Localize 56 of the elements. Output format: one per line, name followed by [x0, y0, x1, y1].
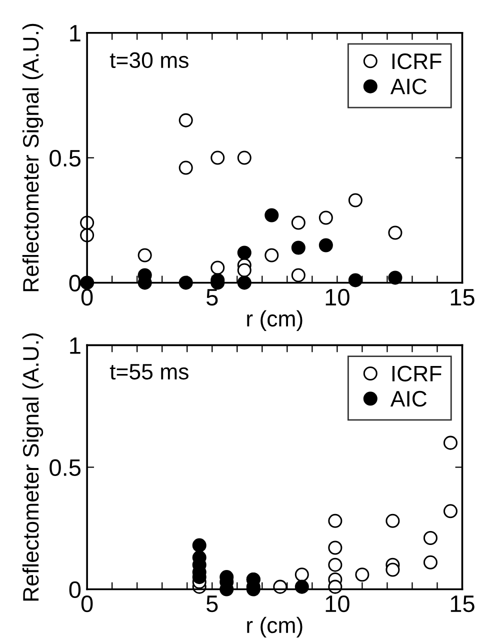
annotation: t=30 ms	[110, 52, 188, 68]
y-tick-label: 0.5	[50, 150, 81, 167]
legend-label: ICRF	[392, 53, 442, 70]
annotation: t=55 ms	[110, 364, 188, 380]
point	[237, 150, 252, 165]
point	[210, 260, 225, 275]
y-tick-label: 0.5	[50, 459, 81, 476]
y-tick-label: 0	[69, 274, 81, 292]
point	[443, 504, 458, 518]
legend-label: ICRF	[392, 366, 442, 382]
point	[291, 268, 306, 282]
x-tick-label: 10	[326, 288, 350, 306]
y-tick-label: 0	[69, 581, 81, 598]
legend-label: AIC	[390, 78, 427, 94]
point	[423, 555, 438, 570]
x-tick-label: 15	[450, 289, 474, 306]
point	[318, 210, 333, 225]
point	[423, 530, 438, 546]
point	[443, 436, 458, 450]
point	[328, 580, 342, 594]
point	[328, 514, 342, 528]
point	[264, 248, 279, 262]
point	[210, 150, 225, 165]
point	[294, 568, 309, 582]
point	[386, 514, 400, 528]
x-tick-label: 15	[450, 596, 474, 612]
y-axis-title: Reflectometer Signal (A.U.)	[22, 333, 44, 601]
x-tick-label: 5	[206, 289, 218, 306]
point	[291, 216, 306, 230]
point	[291, 240, 306, 255]
y-axis-title: Reflectometer Signal (A.U.)	[22, 24, 44, 292]
point	[386, 562, 400, 577]
x-tick-label: 10	[326, 595, 350, 612]
x-tick-label: 0	[81, 595, 93, 612]
x-tick-label: 5	[206, 596, 218, 612]
point	[328, 540, 342, 555]
y-tick-label: 1	[70, 337, 80, 354]
point	[237, 263, 252, 278]
point	[264, 208, 279, 222]
point	[355, 568, 370, 582]
point	[178, 113, 193, 128]
point	[178, 160, 193, 175]
x-tick-label: 0	[81, 288, 93, 306]
point	[178, 276, 193, 290]
x-axis-title: r (cm)	[247, 310, 302, 331]
point	[328, 558, 342, 572]
point	[348, 193, 362, 208]
point	[192, 538, 206, 552]
point	[318, 238, 333, 252]
point	[138, 248, 152, 262]
point	[237, 246, 252, 260]
y-tick-label: 1	[70, 25, 80, 42]
point	[388, 226, 402, 240]
point	[388, 270, 402, 285]
legend-label: AIC	[390, 390, 427, 407]
x-axis-title: r (cm)	[247, 616, 302, 638]
